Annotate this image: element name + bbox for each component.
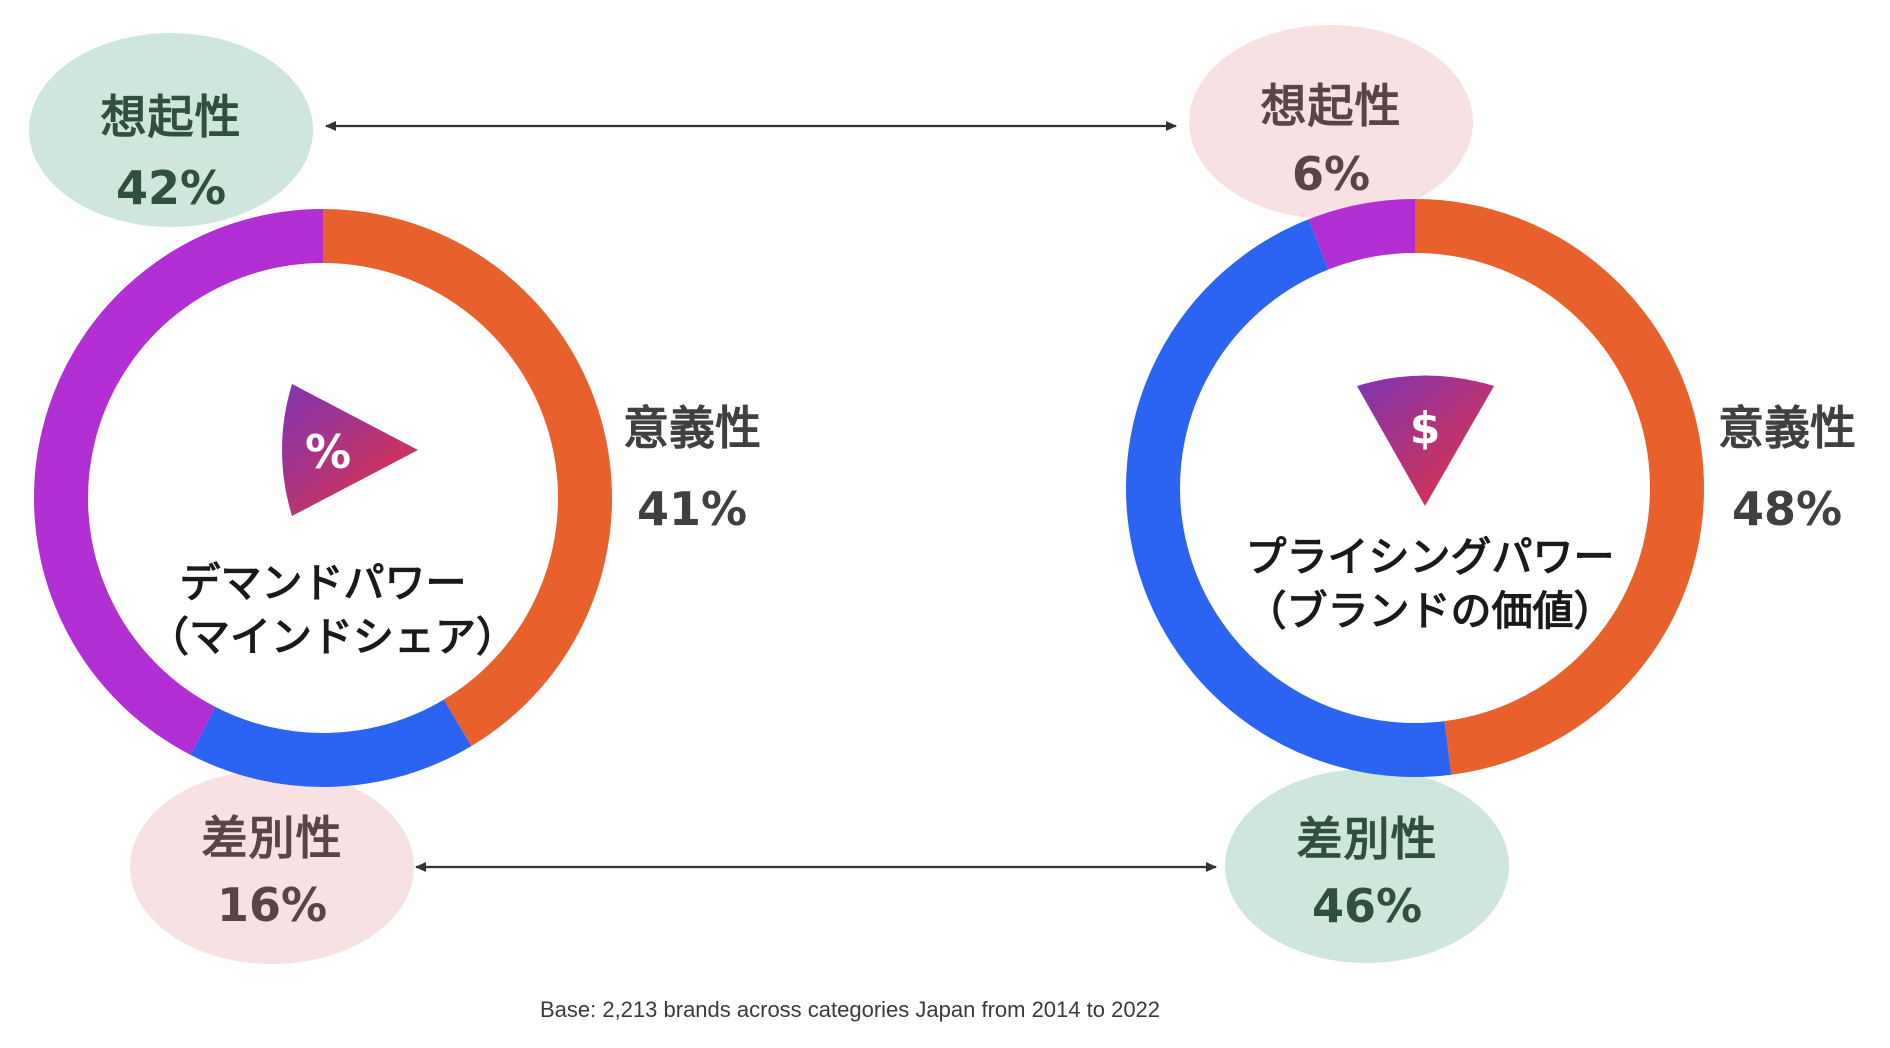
bubble-label: 想起性 [100,90,242,144]
center-title-line: （マインドシェア） [148,613,517,661]
difference-bubble-right-text: 差別性 46% [1225,769,1509,963]
side-label-text: 意義性 [1718,401,1856,455]
difference-bubble-right [1225,769,1509,963]
salience-bubble-left-text: 想起性 42% [29,33,313,227]
svg-text:%: % [305,425,351,479]
donut-pricing-power [1126,199,1704,777]
center-title-line: デマンドパワー [179,559,467,607]
center-title-right: プライシングパワー （ブランドの価値） [1220,530,1640,638]
donut-slice-想起性 [34,209,324,755]
donut-slice-差別性 [1126,219,1452,777]
donut-slice-意義性 [1414,199,1704,775]
bubble-value: 46% [1311,879,1423,933]
side-label-value: 41% [636,482,748,536]
percent-icon: % [282,384,418,516]
difference-bubble-left [130,770,414,964]
side-label-value: 48% [1731,482,1843,536]
bubble-value: 6% [1291,147,1371,201]
salience-bubble-right-text: 想起性 6% [1189,25,1473,219]
svg-text:$: $ [1410,403,1441,454]
bubble-label: 差別性 [201,811,343,865]
meaning-label-right: 意義性 48% [1707,392,1867,536]
donut-slice-意義性 [322,209,612,746]
salience-bubble-right [1189,25,1473,219]
base-footnote: Base: 2,213 brands across categories Jap… [539,997,1161,1022]
center-title-line: プライシングパワー [1245,533,1615,581]
bubble-value: 42% [115,161,227,215]
center-title-line: （ブランドの価値） [1245,587,1615,635]
bubble-value: 16% [216,878,328,932]
center-title-left: デマンドパワー （マインドシェア） [148,556,517,664]
donut-slice-想起性 [1308,199,1416,270]
meaning-label-left: 意義性 41% [612,392,772,536]
bubble-label: 差別性 [1296,812,1438,866]
bubble-label: 想起性 [1260,79,1402,133]
donut-slice-差別性 [190,699,472,787]
side-label-text: 意義性 [623,401,761,455]
dollar-icon: $ [1357,375,1494,506]
difference-bubble-left-text: 差別性 16% [130,770,414,964]
salience-bubble-left [29,33,313,227]
donut-demand-power [34,209,612,787]
